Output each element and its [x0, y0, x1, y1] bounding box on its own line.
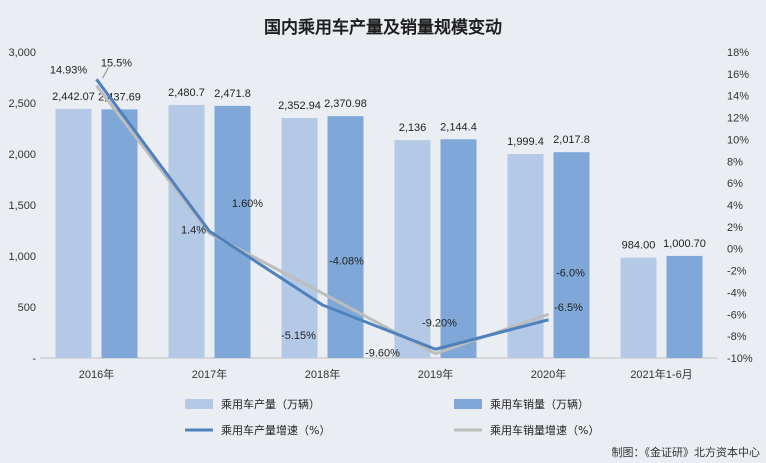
x-tick-label: 2020年 [531, 367, 566, 381]
bar-data-label: 2,144.4 [440, 121, 477, 133]
legend-label: 乘用车产量（万辆） [221, 397, 320, 411]
right-tick-label: -10% [727, 353, 753, 365]
left-axis: - 500 1,000 1,500 2,000 2,500 3,000 [8, 47, 36, 365]
bar-data-label: 2,352.94 [278, 100, 321, 112]
right-tick-label: 16% [727, 69, 749, 81]
left-tick-label: 2,500 [8, 98, 36, 110]
bar-data-label: 1,999.4 [507, 136, 544, 148]
bar-sales [440, 139, 477, 358]
x-tick-label: 2021年1-6月 [630, 367, 692, 381]
legend-swatch-bar [185, 399, 213, 409]
source-note: 制图：《金证研》北方资本中心 [612, 445, 761, 459]
bar-data-label: 984.00 [622, 240, 656, 252]
line-data-label: -6.5% [554, 302, 583, 314]
right-axis: -10% -8% -6% -4% -2% 0% 2% 4% 6% 8% 10% 12% 14% 16% 18… [727, 47, 753, 365]
right-tick-label: -4% [727, 287, 747, 299]
left-tick-label: 1,000 [8, 251, 36, 263]
bar-data-label: 2,136 [399, 122, 427, 134]
legend-swatch-bar [454, 399, 482, 409]
chart-title: 国内乘用车产量及销量规模变动 [264, 17, 502, 38]
legend-label: 乘用车销量（万辆） [490, 397, 589, 411]
bar-production [281, 118, 318, 358]
legend-label: 乘用车销量增速（%） [490, 423, 599, 437]
line-data-label: -9.60% [365, 348, 400, 360]
bar-production [168, 104, 205, 358]
bar-sales [327, 116, 364, 359]
line-data-label: 1.60% [232, 198, 263, 210]
bar-production [620, 257, 657, 358]
line-data-label: 15.5% [101, 57, 132, 69]
right-tick-label: 6% [727, 178, 743, 190]
line-data-label: 1.4% [181, 224, 206, 236]
bar-sales [553, 152, 590, 358]
right-tick-label: 2% [727, 222, 743, 234]
right-tick-label: 0% [727, 244, 743, 256]
legend-label: 乘用车产量增速（%） [221, 423, 330, 437]
right-tick-label: 18% [727, 47, 749, 59]
bar-data-label: 2,471.8 [214, 88, 251, 100]
right-tick-label: -8% [727, 331, 747, 343]
right-tick-label: 14% [727, 91, 749, 103]
x-tick-label: 2017年 [192, 367, 227, 381]
line-data-label: -4.08% [329, 255, 364, 267]
bar-data-label: 2,480.7 [168, 87, 205, 99]
right-tick-label: 10% [727, 134, 749, 146]
line-sales-growth [95, 84, 549, 356]
x-tick-label: 2019年 [418, 367, 453, 381]
label-leader-line [102, 67, 109, 79]
right-tick-label: 12% [727, 113, 749, 125]
line-data-label: 14.93% [50, 65, 88, 77]
bar-data-label: 1,000.70 [663, 238, 706, 250]
right-tick-label: 4% [727, 200, 743, 212]
left-tick-label: 500 [18, 302, 36, 314]
line-data-label: -6.0% [556, 267, 585, 279]
line-production-growth [95, 78, 549, 351]
right-tick-label: -2% [727, 266, 747, 278]
right-tick-label: -6% [727, 309, 747, 321]
bar-production [55, 108, 92, 358]
left-tick-label: 2,000 [8, 149, 36, 161]
bar-sales [666, 255, 703, 358]
left-tick-label: 3,000 [8, 47, 36, 59]
legend: 乘用车产量（万辆） 乘用车销量（万辆） 乘用车产量增速（%） 乘用车销量增速（%） [185, 397, 599, 437]
right-tick-label: 8% [727, 156, 743, 168]
x-tick-label: 2016年 [79, 367, 114, 381]
growth-lines: 15.5% 1.60% -5.15% -9.20% -6.5% 14.93% 1.4% -4.… [50, 57, 585, 359]
x-tick-label: 2018年 [305, 367, 340, 381]
bar-sales [101, 109, 138, 358]
bar-data-label: 2,442.07 [52, 91, 95, 103]
bars: 2,442.07 2,480.7 2,352.94 2,136 1,999.4 984.0… [52, 87, 706, 359]
left-tick-label: 1,500 [8, 200, 36, 212]
bar-production [394, 140, 431, 358]
x-axis: 2016年 2017年 2018年 2019年 2020年 2021年1-6月 [79, 367, 693, 381]
line-data-label: -9.20% [422, 317, 457, 329]
line-data-label: -5.15% [281, 330, 316, 342]
bar-data-label: 2,017.8 [553, 134, 590, 146]
bar-data-label: 2,370.98 [324, 98, 367, 110]
left-tick-label: - [32, 353, 36, 365]
bar-sales [214, 105, 251, 358]
